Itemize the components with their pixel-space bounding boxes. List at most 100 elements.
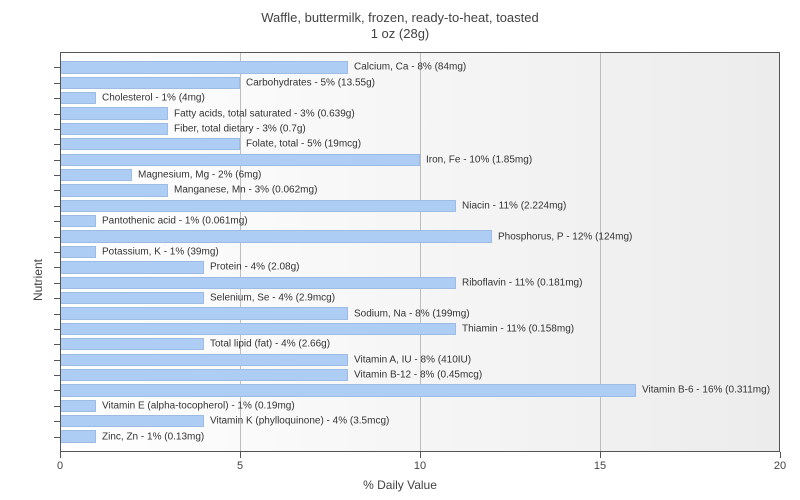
nutrient-bar [60, 77, 240, 89]
bar-label: Riboflavin - 11% (0.181mg) [462, 277, 582, 288]
x-tick-label: 20 [774, 460, 786, 472]
nutrient-bar [60, 246, 96, 258]
y-tick [54, 206, 60, 207]
y-tick [54, 98, 60, 99]
nutrient-bar [60, 184, 168, 196]
nutrient-bar [60, 369, 348, 381]
bar-label: Carbohydrates - 5% (13.55g) [246, 77, 375, 88]
nutrient-bar [60, 338, 204, 350]
y-tick [54, 421, 60, 422]
y-tick [54, 190, 60, 191]
nutrient-bar [60, 107, 168, 119]
bar-label: Protein - 4% (2.08g) [210, 262, 300, 273]
nutrient-bar [60, 61, 348, 73]
chart-title: Waffle, buttermilk, frozen, ready-to-hea… [0, 10, 800, 43]
y-tick [54, 390, 60, 391]
bar-row: Folate, total - 5% (19mcg) [60, 138, 780, 150]
bar-label: Total lipid (fat) - 4% (2.66g) [210, 339, 330, 350]
y-tick [54, 237, 60, 238]
bar-label: Vitamin K (phylloquinone) - 4% (3.5mcg) [210, 416, 389, 427]
y-tick [54, 314, 60, 315]
bar-label: Manganese, Mn - 3% (0.062mg) [174, 185, 317, 196]
bars-area: Calcium, Ca - 8% (84mg) Carbohydrates - 5… [60, 52, 780, 452]
bar-label: Pantothenic acid - 1% (0.061mg) [102, 216, 248, 227]
bar-label: Magnesium, Mg - 2% (6mg) [138, 170, 261, 181]
bar-row: Niacin - 11% (2.224mg) [60, 200, 780, 212]
y-tick [54, 252, 60, 253]
x-axis-label: % Daily Value [0, 478, 800, 492]
bar-row: Iron, Fe - 10% (1.85mg) [60, 154, 780, 166]
bar-label: Thiamin - 11% (0.158mg) [462, 323, 574, 334]
nutrient-bar [60, 215, 96, 227]
nutrient-bar [60, 323, 456, 335]
bar-label: Fiber, total dietary - 3% (0.7g) [174, 123, 306, 134]
bar-row: Vitamin B-6 - 16% (0.311mg) [60, 384, 780, 396]
nutrient-bar [60, 169, 132, 181]
x-tick-label: 15 [594, 460, 606, 472]
nutrient-bar [60, 400, 96, 412]
y-tick [54, 221, 60, 222]
chart-title-line1: Waffle, buttermilk, frozen, ready-to-hea… [0, 10, 800, 26]
bar-label: Vitamin B-12 - 8% (0.45mcg) [354, 370, 482, 381]
y-tick [54, 360, 60, 361]
y-tick [54, 406, 60, 407]
y-tick [54, 144, 60, 145]
bar-label: Zinc, Zn - 1% (0.13mg) [102, 431, 204, 442]
bar-row: Calcium, Ca - 8% (84mg) [60, 61, 780, 73]
chart-title-line2: 1 oz (28g) [0, 26, 800, 42]
y-tick [54, 129, 60, 130]
y-tick [54, 375, 60, 376]
bar-label: Calcium, Ca - 8% (84mg) [354, 62, 466, 73]
bar-row: Thiamin - 11% (0.158mg) [60, 323, 780, 335]
x-tick [780, 452, 781, 458]
nutrient-bar [60, 430, 96, 442]
bar-label: Sodium, Na - 8% (199mg) [354, 308, 470, 319]
bar-row: Riboflavin - 11% (0.181mg) [60, 277, 780, 289]
x-tick [420, 452, 421, 458]
y-tick [54, 83, 60, 84]
y-tick [54, 344, 60, 345]
nutrient-bar [60, 384, 636, 396]
x-tick-label: 10 [414, 460, 426, 472]
nutrient-bar [60, 307, 348, 319]
bar-row: Potassium, K - 1% (39mg) [60, 246, 780, 258]
bar-row: Vitamin B-12 - 8% (0.45mcg) [60, 369, 780, 381]
x-tick [60, 452, 61, 458]
nutrient-bar [60, 354, 348, 366]
bar-row: Vitamin A, IU - 8% (410IU) [60, 354, 780, 366]
y-tick [54, 175, 60, 176]
y-axis-label: Nutrient [31, 259, 45, 301]
nutrient-bar [60, 277, 456, 289]
bar-row: Vitamin K (phylloquinone) - 4% (3.5mcg) [60, 415, 780, 427]
bar-label: Potassium, K - 1% (39mg) [102, 246, 219, 257]
bar-row: Zinc, Zn - 1% (0.13mg) [60, 430, 780, 442]
y-tick [54, 437, 60, 438]
bar-label: Fatty acids, total saturated - 3% (0.639… [174, 108, 355, 119]
nutrient-bar [60, 123, 168, 135]
bar-row: Cholesterol - 1% (4mg) [60, 92, 780, 104]
bar-row: Phosphorus, P - 12% (124mg) [60, 230, 780, 242]
x-tick [600, 452, 601, 458]
nutrient-bar [60, 154, 420, 166]
bar-label: Vitamin A, IU - 8% (410IU) [354, 354, 471, 365]
bar-row: Fiber, total dietary - 3% (0.7g) [60, 123, 780, 135]
plot-area: Calcium, Ca - 8% (84mg) Carbohydrates - 5… [60, 52, 780, 452]
bar-row: Vitamin E (alpha-tocopherol) - 1% (0.19m… [60, 400, 780, 412]
nutrient-bar [60, 92, 96, 104]
y-tick [54, 160, 60, 161]
bar-row: Manganese, Mn - 3% (0.062mg) [60, 184, 780, 196]
bar-label: Cholesterol - 1% (4mg) [102, 93, 205, 104]
nutrient-chart: Waffle, buttermilk, frozen, ready-to-hea… [0, 0, 800, 500]
bar-row: Fatty acids, total saturated - 3% (0.639… [60, 107, 780, 119]
bar-label: Vitamin E (alpha-tocopherol) - 1% (0.19m… [102, 400, 295, 411]
nutrient-bar [60, 261, 204, 273]
y-tick [54, 67, 60, 68]
nutrient-bar [60, 230, 492, 242]
nutrient-bar [60, 292, 204, 304]
bar-label: Folate, total - 5% (19mcg) [246, 139, 361, 150]
bar-label: Niacin - 11% (2.224mg) [462, 200, 566, 211]
x-tick-label: 0 [57, 460, 63, 472]
bar-row: Pantothenic acid - 1% (0.061mg) [60, 215, 780, 227]
nutrient-bar [60, 138, 240, 150]
x-tick [240, 452, 241, 458]
